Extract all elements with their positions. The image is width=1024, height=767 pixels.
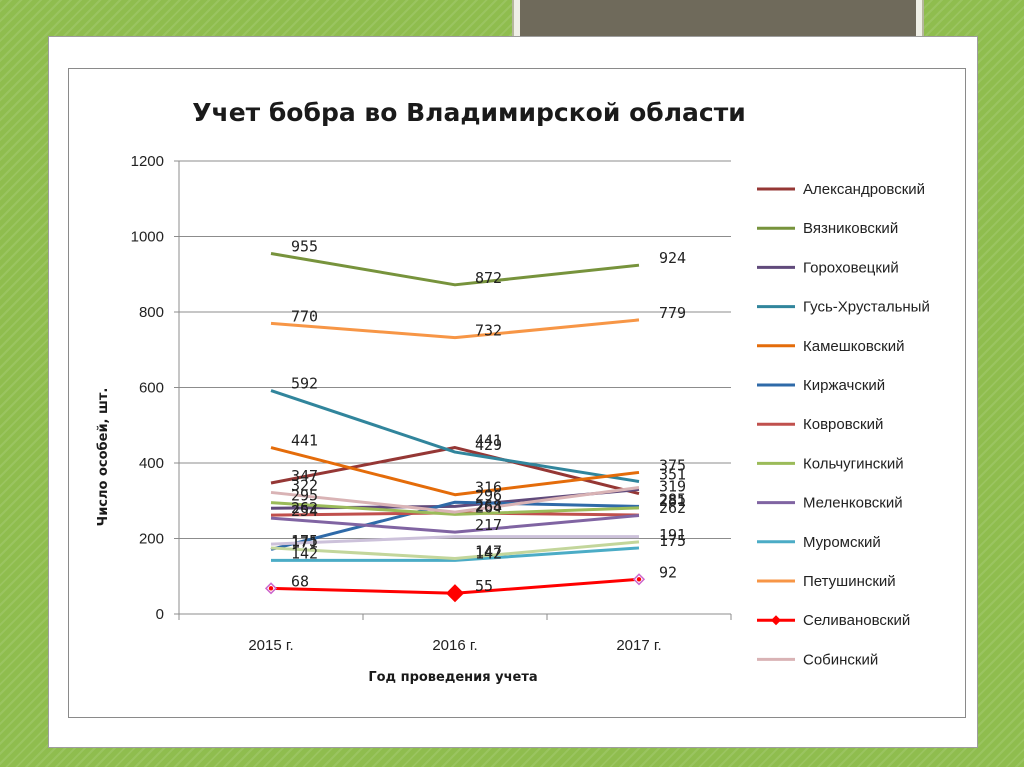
x-axis: 2015 г. 2016 г. 2017 г.: [178, 614, 732, 654]
data-label: 316: [475, 479, 502, 497]
data-label: 319: [659, 478, 686, 496]
data-label: 68: [291, 572, 309, 590]
legend-label: Камешковский: [803, 338, 904, 355]
series-line-12: [270, 486, 640, 514]
legend-label: Селивановский: [803, 612, 910, 629]
data-label: 142: [291, 544, 318, 562]
y-tick-label: 600: [139, 380, 164, 397]
series-line-1: [270, 252, 640, 287]
data-label: 55: [475, 577, 493, 595]
series-line-13: [270, 540, 640, 561]
y-tick-label: 0: [156, 606, 164, 623]
data-label: 191: [659, 526, 686, 544]
legend-label: Кольчугинский: [803, 455, 904, 472]
series-point-center: [636, 577, 642, 582]
data-label: 592: [291, 375, 318, 393]
data-label: 285: [659, 490, 686, 508]
data-label: 217: [475, 516, 502, 534]
legend-label: Собинский: [803, 651, 878, 668]
series-line-5: [270, 500, 640, 551]
series-line-14: [270, 535, 639, 546]
legend-label: Гороховецкий: [803, 259, 899, 276]
x-tick-label: 2016 г.: [432, 637, 477, 654]
data-label: 268: [475, 497, 502, 515]
data-label: 872: [475, 269, 502, 287]
series-point-center: [268, 586, 274, 591]
data-label: 264: [475, 498, 502, 516]
data-label: 441: [291, 432, 318, 450]
data-label: 924: [659, 249, 686, 267]
y-axis: 0 200 400 600 800 1000 1200: [131, 153, 180, 623]
data-label: 92: [659, 563, 677, 581]
data-label: 770: [291, 307, 318, 325]
data-label: 175: [291, 532, 318, 550]
series-line-4: [270, 446, 640, 497]
chart-title: Учет бобра во Владимирской области: [192, 98, 745, 127]
x-axis-title: Год проведения учета: [368, 670, 537, 685]
y-tick-label: 200: [139, 531, 164, 548]
series-line-9: [271, 546, 640, 562]
legend: Александровский Вязниковский Гороховецкий Г…: [757, 181, 930, 668]
chart-frame: Учет бобра во Владимирской области 0 200 4…: [68, 68, 966, 718]
y-tick-label: 1000: [131, 229, 164, 246]
data-label: 295: [291, 487, 318, 505]
data-labels: 347 441 319 955 872 924 592 429 351 441 316 375 171 2…: [291, 237, 686, 595]
data-label: 171: [291, 533, 318, 551]
y-axis-title: Число особей, шт.: [96, 388, 111, 527]
legend-label: Вязниковский: [803, 220, 898, 237]
series-line-7: [270, 501, 640, 516]
y-tick-label: 800: [139, 304, 164, 321]
data-label: 732: [475, 322, 502, 340]
series-line-10: [270, 318, 640, 340]
y-tick-label: 400: [139, 455, 164, 472]
chart-svg: Учет бобра во Владимирской области 0 200 4…: [96, 98, 930, 685]
data-label: 262: [659, 499, 686, 517]
legend-label: Гусь-Хрустальный: [803, 299, 930, 316]
data-label: 142: [475, 544, 502, 562]
data-label: 351: [659, 465, 686, 483]
x-tick-label: 2017 г.: [616, 637, 661, 654]
data-label: 175: [659, 532, 686, 550]
data-label: 322: [291, 476, 318, 494]
legend-label: Александровский: [803, 181, 925, 198]
legend-label: Муромский: [803, 534, 881, 551]
data-label: 347: [291, 467, 318, 485]
data-label: 254: [291, 502, 318, 520]
series-lines: [264, 252, 646, 603]
data-label: 281: [659, 492, 686, 510]
legend-label: Киржачский: [803, 377, 885, 394]
legend-label: Ковровский: [803, 416, 883, 433]
data-label: 779: [659, 304, 686, 322]
series-line-3: [270, 389, 640, 483]
data-label: 441: [475, 432, 502, 450]
series-line-8: [270, 513, 640, 534]
series-line-0: [270, 446, 640, 496]
data-label: 375: [659, 456, 686, 474]
y-tick-label: 1200: [131, 153, 164, 170]
legend-marker: [771, 615, 781, 626]
series-point-marker: [445, 584, 465, 603]
data-label: 262: [291, 499, 318, 517]
legend-label: Петушинский: [803, 573, 896, 590]
x-tick-label: 2015 г.: [248, 637, 293, 654]
legend-label: Меленковский: [803, 495, 903, 512]
data-label: 147: [475, 543, 502, 561]
gridlines: [179, 160, 731, 615]
data-label: 429: [475, 436, 502, 454]
data-label: 955: [291, 237, 318, 255]
data-label: 296: [475, 486, 502, 504]
